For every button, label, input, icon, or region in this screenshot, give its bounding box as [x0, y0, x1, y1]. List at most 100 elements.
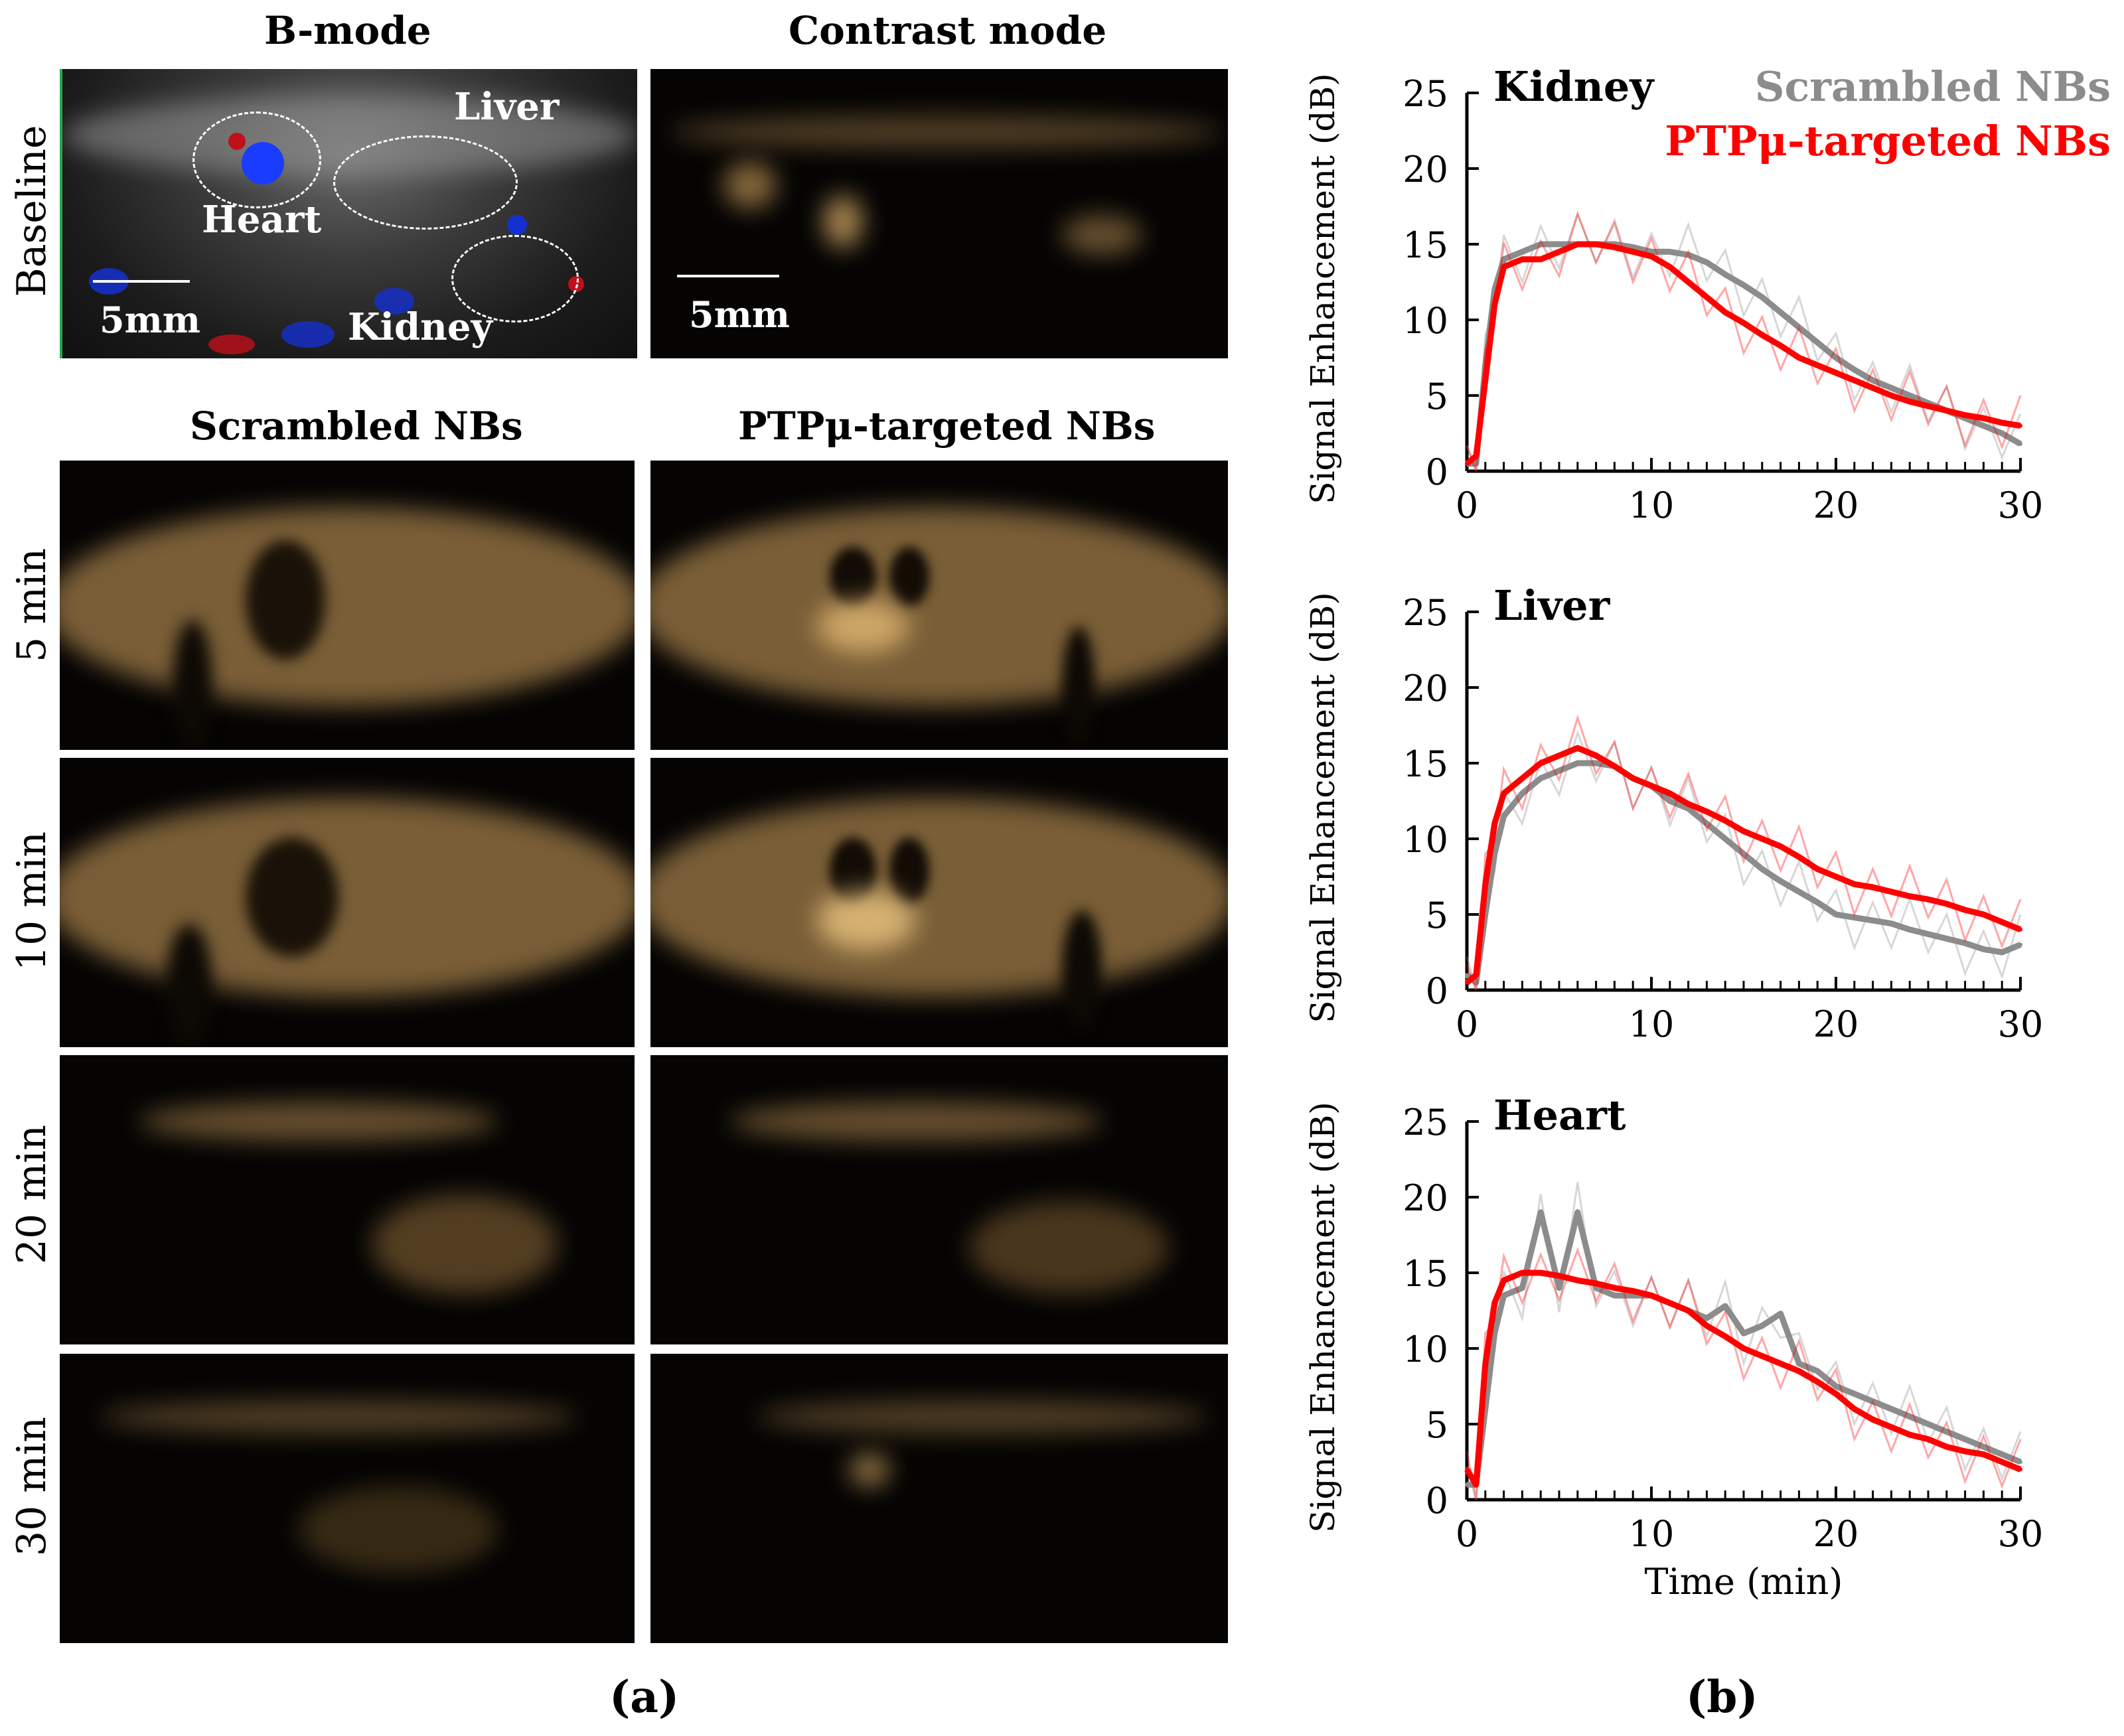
data-point: [1705, 822, 1709, 826]
data-point: [1667, 250, 1672, 254]
x-tick-label: 20: [1813, 1513, 1859, 1555]
col-title-contrast: Contrast mode: [789, 8, 1107, 53]
data-point: [1723, 272, 1728, 277]
data-point: [1908, 894, 1912, 899]
data-point: [1557, 250, 1561, 254]
data-point: [1760, 295, 1764, 299]
data-point: [1474, 461, 1478, 466]
data-point: [1667, 791, 1672, 796]
x-tick-label: 30: [1998, 1513, 2044, 1555]
contrast-signal: [730, 1102, 1102, 1141]
data-point: [1870, 1417, 1875, 1422]
data-point: [2000, 1452, 2005, 1457]
x-tick-label: 20: [1813, 1003, 1859, 1045]
data-point: [1815, 340, 1820, 345]
data-point: [1474, 973, 1478, 977]
contrast-signal: [969, 1201, 1168, 1294]
data-point: [1944, 1429, 1949, 1434]
data-point: [1492, 1331, 1497, 1336]
contrast-signal: [823, 195, 863, 248]
y-tick-label: 5: [1426, 895, 1448, 936]
y-tick-label: 0: [1426, 451, 1448, 493]
data-point: [1705, 260, 1709, 265]
y-tick-label: 10: [1403, 1329, 1448, 1370]
data-point: [1926, 403, 1930, 408]
data-point: [1760, 867, 1764, 871]
series-line: [1464, 1269, 2022, 1488]
data-point: [1612, 245, 1617, 250]
data-point: [1612, 1285, 1617, 1290]
data-point: [1557, 242, 1561, 246]
y-tick-label: 20: [1403, 149, 1448, 190]
data-point: [1649, 254, 1653, 259]
y-tick-label: 25: [1403, 73, 1448, 115]
data-point: [1575, 1210, 1580, 1214]
y-tick-label: 10: [1403, 300, 1448, 342]
row-label-10min: 10 min: [9, 831, 55, 972]
data-point: [1797, 1361, 1801, 1366]
data-point: [1908, 399, 1912, 404]
data-point: [1501, 791, 1506, 796]
data-point: [1483, 1407, 1487, 1411]
data-point: [1834, 370, 1838, 375]
tissue-surface: [670, 115, 1221, 149]
data-point: [1926, 401, 1930, 405]
data-point: [1908, 1414, 1912, 1419]
contrast-signal: [850, 1453, 889, 1486]
data-point: [1612, 242, 1617, 246]
series-line: [1465, 745, 2022, 985]
x-tick-label: 10: [1629, 484, 1675, 526]
chart-title: Heart: [1493, 1091, 1626, 1139]
data-point: [1778, 310, 1783, 315]
data-point: [1649, 784, 1653, 788]
data-point: [2000, 1460, 2005, 1464]
data-point: [1926, 1437, 1930, 1441]
data-point: [1981, 947, 1986, 952]
data-point: [2018, 1467, 2022, 1472]
data-point: [1981, 416, 1986, 421]
data-point: [2000, 431, 2005, 435]
col-title-scrambled: Scrambled NBs: [190, 403, 523, 449]
x-tick-label: 10: [1629, 1513, 1675, 1555]
data-point: [1926, 1422, 1930, 1426]
data-point: [1686, 280, 1691, 284]
data-point: [1889, 1407, 1894, 1411]
data-point: [1686, 806, 1691, 811]
data-point: [2018, 942, 2022, 947]
data-point: [1520, 257, 1525, 261]
data-point: [1815, 1369, 1820, 1374]
targeted-20min-image: [650, 1055, 1228, 1344]
data-point: [1705, 809, 1709, 814]
contrast-signal: [816, 600, 909, 653]
data-point: [1963, 413, 1967, 417]
data-point: [1631, 1293, 1635, 1298]
data-point: [1815, 1380, 1820, 1384]
data-point: [1594, 1281, 1598, 1285]
data-point: [1557, 1273, 1561, 1278]
contrast-signal: [299, 1486, 498, 1573]
data-point: [1539, 242, 1543, 246]
data-point: [1575, 242, 1580, 246]
data-point: [1742, 283, 1746, 287]
y-tick-label: 5: [1426, 1404, 1448, 1446]
y-tick-label: 20: [1403, 1177, 1448, 1219]
data-point: [1501, 1293, 1506, 1298]
data-point: [1520, 250, 1525, 254]
data-point: [1649, 784, 1653, 788]
data-point: [1667, 1301, 1672, 1305]
data-point: [1834, 912, 1838, 916]
data-point: [1723, 818, 1728, 823]
chart-kidney: 0 5 10 15 20 25 0 10 20 30 Signal Enhancement (dB)…: [1304, 62, 2111, 526]
series-noise: [1466, 210, 2022, 472]
chart-liver: 0 5 10 15 20 25 0 10 20 30 Signal Enhancement (dB)…: [1304, 581, 2043, 1045]
data-point: [1465, 980, 1469, 985]
data-point: [1815, 867, 1820, 871]
data-point: [1889, 921, 1894, 926]
y-axis-label: Signal Enhancement (dB): [1304, 73, 1342, 504]
series-line: [1467, 1209, 2022, 1488]
data-point: [1723, 1304, 1728, 1309]
data-point: [1483, 378, 1487, 383]
data-point: [1834, 1384, 1838, 1388]
data-point: [1492, 851, 1497, 856]
data-point: [1667, 1301, 1672, 1305]
